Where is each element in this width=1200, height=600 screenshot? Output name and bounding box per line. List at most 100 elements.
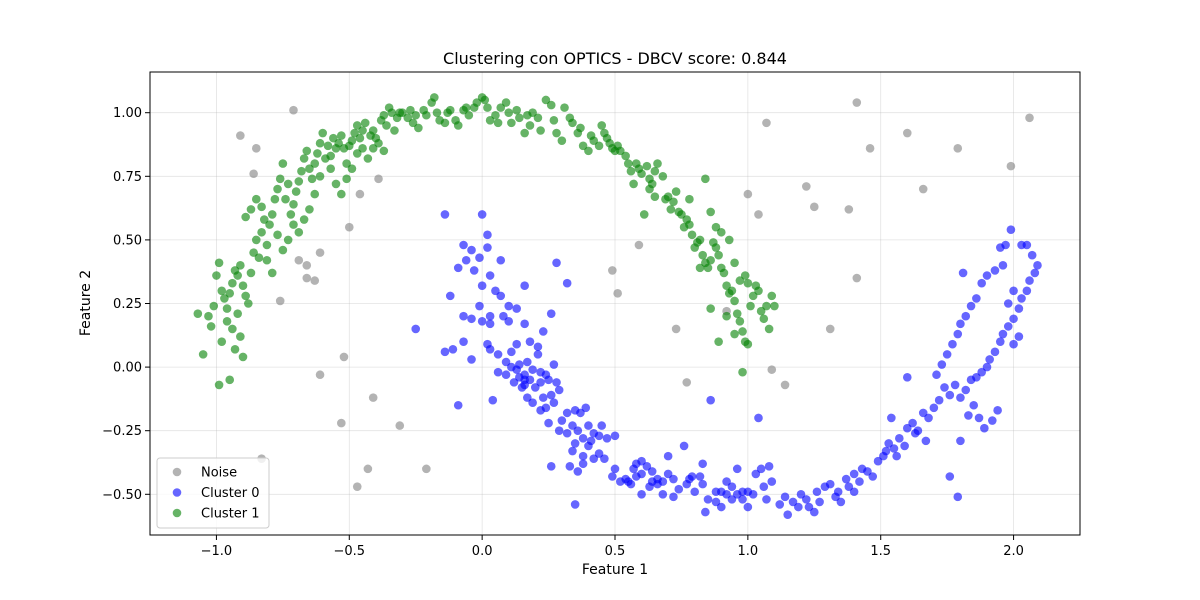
data-point [257,227,266,237]
data-point [358,144,367,153]
data-point [299,215,309,224]
data-point [578,141,588,151]
data-point [780,380,790,390]
data-point [360,118,370,128]
data-point [267,210,277,219]
data-point [244,299,253,308]
data-point [573,426,583,435]
data-point [262,255,272,265]
data-point [347,164,357,173]
data-point [267,268,277,278]
data-point [759,314,769,324]
data-point [584,421,593,430]
data-point [722,281,731,290]
data-point [533,342,543,352]
data-point [961,311,971,321]
data-point [743,339,753,349]
data-point [222,317,232,326]
data-point [342,159,351,168]
data-point [273,184,282,194]
data-point [977,278,986,288]
data-point [352,149,362,158]
data-point [275,174,285,184]
data-point [305,164,314,173]
series-noise [236,98,1034,491]
data-point [326,164,335,173]
data-point [1014,332,1024,341]
data-point [363,154,373,163]
legend: Noise Cluster 0 Cluster 1 [156,457,270,529]
data-point [956,319,965,329]
data-point [523,357,532,367]
data-point [257,202,266,212]
data-point [956,436,965,446]
data-point [900,441,909,451]
data-point [430,93,439,102]
data-point [674,484,684,494]
data-point [501,370,511,380]
data-point [493,118,503,128]
data-point [849,469,859,479]
data-point [576,408,585,418]
data-point [794,502,803,512]
data-point [754,286,763,296]
data-point [770,301,779,311]
data-point [368,144,378,153]
data-point [608,266,617,275]
data-point [337,131,346,140]
data-point [485,319,495,329]
data-point [403,113,413,123]
data-point [549,360,559,369]
data-point [881,446,891,456]
data-point [313,149,322,158]
data-point [908,418,917,428]
y-tick-label: 0.25 [113,297,142,312]
data-point [594,141,604,151]
data-point [732,464,742,474]
data-point [520,128,529,138]
y-tick-label: 0.50 [113,233,142,248]
data-point [483,103,492,112]
data-point [990,347,1000,357]
data-point [217,286,227,296]
data-point [1033,261,1042,270]
data-point [663,451,673,461]
data-point [982,271,992,280]
data-point [374,174,383,184]
data-point [549,398,559,408]
data-point [902,423,912,433]
data-point [406,105,415,115]
x-tick-label: 1.0 [738,544,759,559]
data-point [647,467,657,476]
data-point [217,337,227,346]
data-point [621,151,630,161]
data-point [368,393,378,402]
data-point [764,462,774,471]
x-tick-label: 0.5 [605,544,626,559]
data-point [414,123,423,133]
data-point [735,317,745,326]
data-point [339,352,349,362]
data-point [214,380,224,390]
x-axis-label: Feature 1 [582,562,648,578]
data-point [515,372,524,382]
data-point [597,421,607,430]
data-point [241,212,250,222]
data-point [536,378,545,387]
data-point [448,344,458,354]
data-point [504,317,514,326]
data-point [483,230,492,240]
data-point [310,159,320,168]
data-point [852,98,862,107]
data-point [483,243,492,252]
data-point [568,421,577,430]
data-point [727,495,737,504]
data-point [278,159,288,168]
data-point [756,464,766,474]
data-point [294,255,304,265]
data-point [600,454,609,463]
data-point [382,121,391,130]
data-point [541,403,551,413]
data-point [541,95,551,105]
data-point [966,301,976,311]
